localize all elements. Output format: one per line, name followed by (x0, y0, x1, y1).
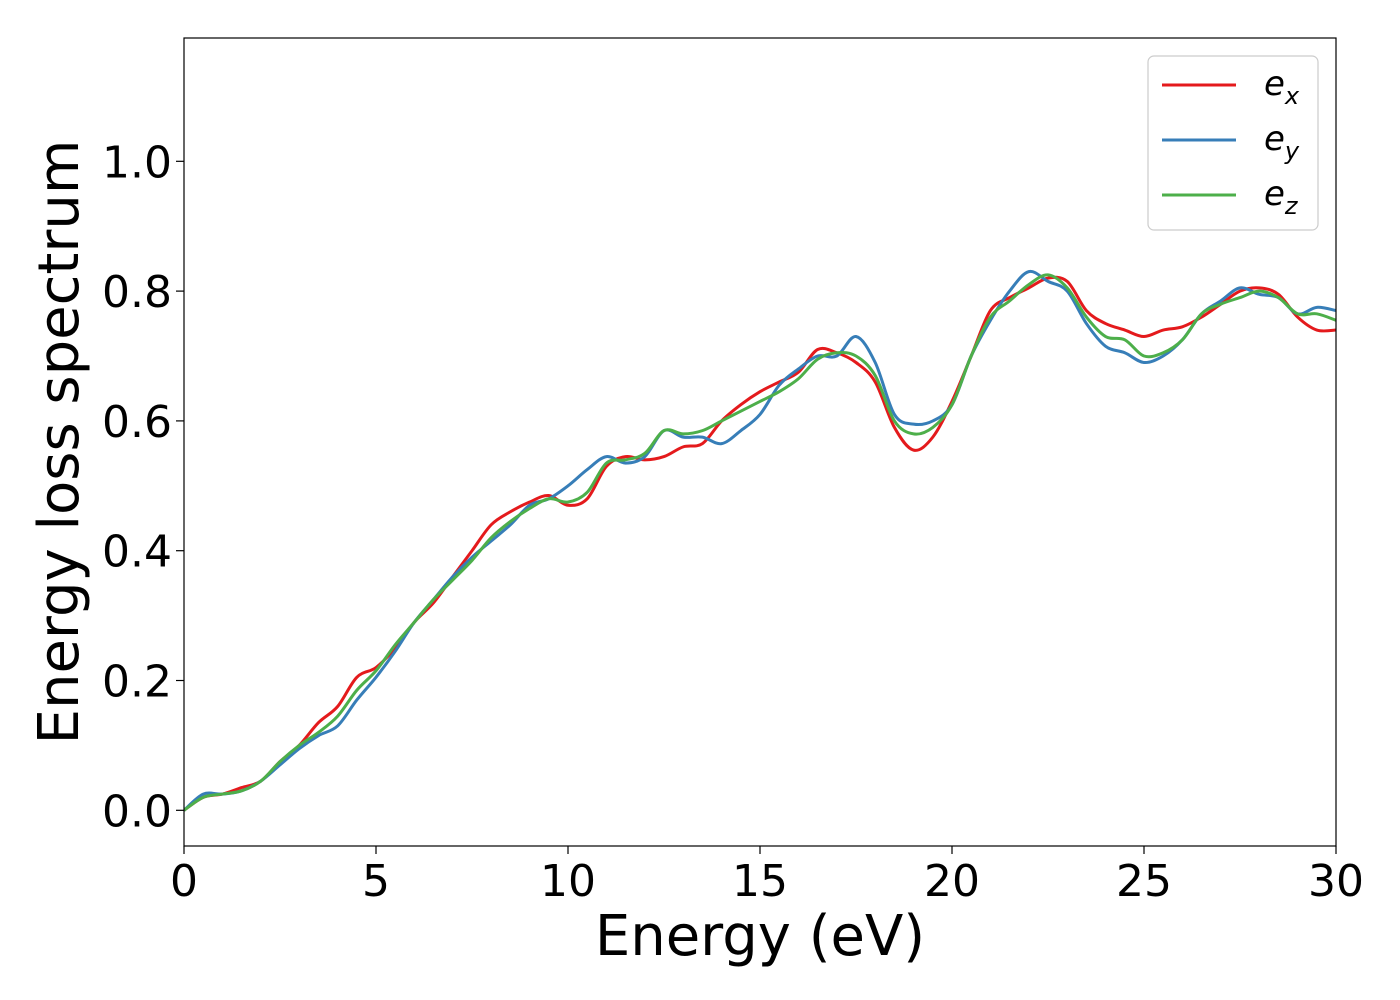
legend: ex ey ez (1147, 55, 1319, 231)
legend-label-z: ez (1264, 174, 1299, 220)
x-tick-label: 10 (540, 856, 596, 907)
legend-label-x: ex (1264, 64, 1300, 110)
series-line-e-y (184, 269, 1336, 812)
y-tick-label: 0.4 (102, 527, 172, 578)
x-tick-label: 20 (924, 856, 980, 907)
plot-area (184, 269, 1336, 812)
y-tick-label: 1.0 (102, 137, 172, 188)
x-axis-label: Energy (eV) (595, 904, 925, 969)
legend-box (1147, 55, 1319, 231)
legend-label-y: ey (1264, 119, 1300, 165)
y-tick-label: 0.6 (102, 397, 172, 448)
axes: 0 5 10 15 20 25 30 0.0 0.2 0.4 0.6 0.8 1.0 (102, 37, 1364, 907)
y-axis-label: Energy loss spectrum (27, 140, 92, 745)
x-tick-label: 0 (170, 856, 198, 907)
x-tick-label: 30 (1308, 856, 1364, 907)
y-tick-label: 0.8 (102, 267, 172, 318)
x-tick-label: 25 (1116, 856, 1172, 907)
y-tick-label: 0.0 (102, 786, 172, 837)
x-tick-label: 15 (732, 856, 788, 907)
series-line-e-z (184, 273, 1336, 812)
x-tick-label: 5 (362, 856, 390, 907)
series-line-e-x (184, 275, 1336, 812)
y-tick-label: 0.2 (102, 657, 172, 708)
